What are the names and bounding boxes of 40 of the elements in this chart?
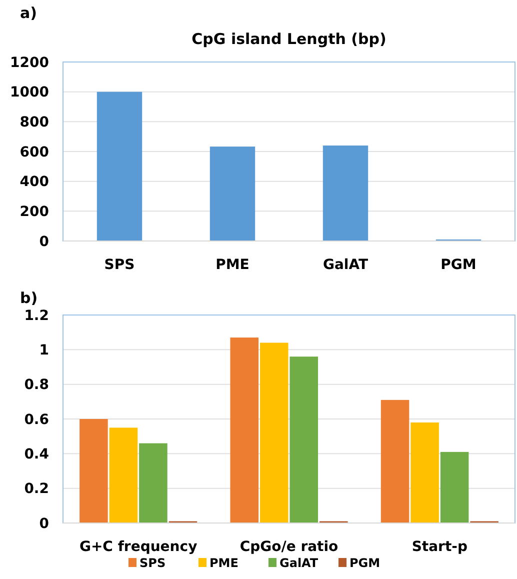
- text: a): [20, 4, 37, 22]
- bar: [290, 356, 318, 523]
- bar: [440, 452, 469, 523]
- y-tick-label: 800: [20, 114, 50, 131]
- legend-label: PME: [210, 556, 238, 570]
- bar: [109, 428, 138, 523]
- bar: [96, 92, 142, 241]
- chart-title: CpG island Length (bp): [192, 30, 386, 48]
- bar: [322, 146, 368, 241]
- y-tick-label: 0.8: [24, 377, 49, 394]
- x-tick-label: G+C frequency: [79, 539, 198, 555]
- y-tick-label: 0: [39, 234, 50, 250]
- y-tick-label: 400: [20, 174, 50, 190]
- bar: [80, 419, 108, 523]
- x-tick-label: CpGo/e ratio: [240, 539, 339, 555]
- x-tick-label: GalAT: [322, 257, 368, 273]
- bar: [210, 146, 256, 241]
- bar: [139, 443, 168, 523]
- bar: [260, 342, 288, 523]
- y-tick-label: 600: [20, 144, 50, 160]
- y-tick-label: 1000: [10, 84, 50, 101]
- legend-label: GalAT: [280, 556, 319, 570]
- x-tick-label: PGM: [440, 257, 476, 273]
- y-tick-label: 0.2: [24, 481, 49, 498]
- y-tick-label: 0: [39, 516, 50, 532]
- legend-label: PGM: [350, 556, 380, 570]
- bar: [380, 400, 410, 523]
- y-tick-label: 0.4: [24, 446, 50, 463]
- y-tick-label: 1: [39, 342, 49, 359]
- text: b): [20, 289, 38, 307]
- x-tick-label: Start-p: [412, 539, 468, 555]
- x-tick-label: PME: [216, 257, 250, 273]
- y-tick-label: 200: [20, 204, 50, 220]
- y-tick-label: 1200: [10, 54, 50, 71]
- bar: [230, 338, 258, 523]
- x-tick-label: SPS: [104, 257, 135, 273]
- legend-label: SPS: [140, 556, 166, 570]
- y-tick-label: 0.6: [24, 412, 49, 428]
- y-tick-label: 1.2: [24, 308, 49, 324]
- bar: [410, 422, 439, 523]
